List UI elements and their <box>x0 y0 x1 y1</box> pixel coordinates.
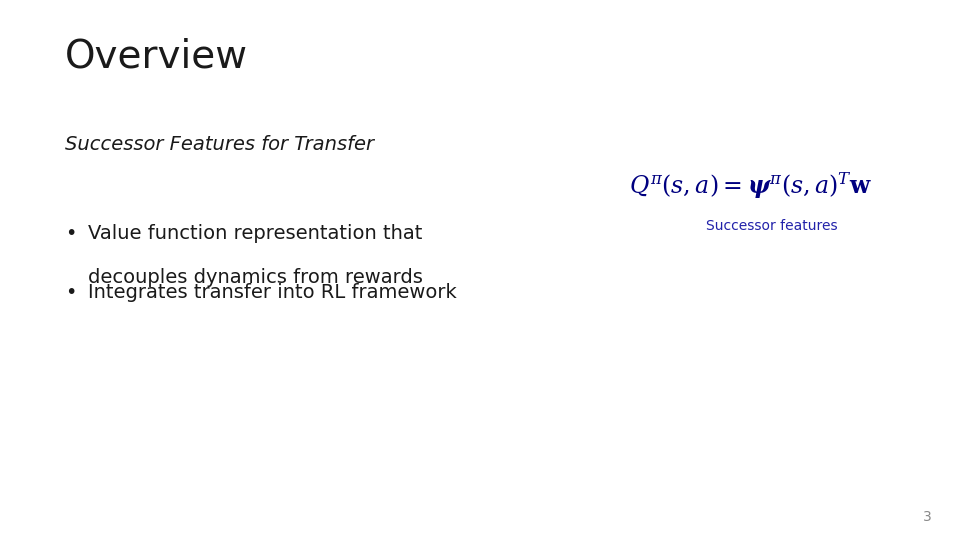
Text: •: • <box>65 284 77 302</box>
Text: Overview: Overview <box>65 38 249 76</box>
Text: Successor features: Successor features <box>706 219 837 233</box>
Text: Value function representation that: Value function representation that <box>88 224 422 243</box>
Text: •: • <box>65 224 77 243</box>
Text: decouples dynamics from rewards: decouples dynamics from rewards <box>88 268 423 287</box>
Text: Successor Features for Transfer: Successor Features for Transfer <box>65 135 374 154</box>
Text: $Q^{\pi}(s, a) = \boldsymbol{\psi}^{\pi}(s, a)^T\mathbf{w}$: $Q^{\pi}(s, a) = \boldsymbol{\psi}^{\pi}… <box>629 170 872 201</box>
Text: 3: 3 <box>923 510 931 524</box>
Text: Integrates transfer into RL framework: Integrates transfer into RL framework <box>88 284 457 302</box>
